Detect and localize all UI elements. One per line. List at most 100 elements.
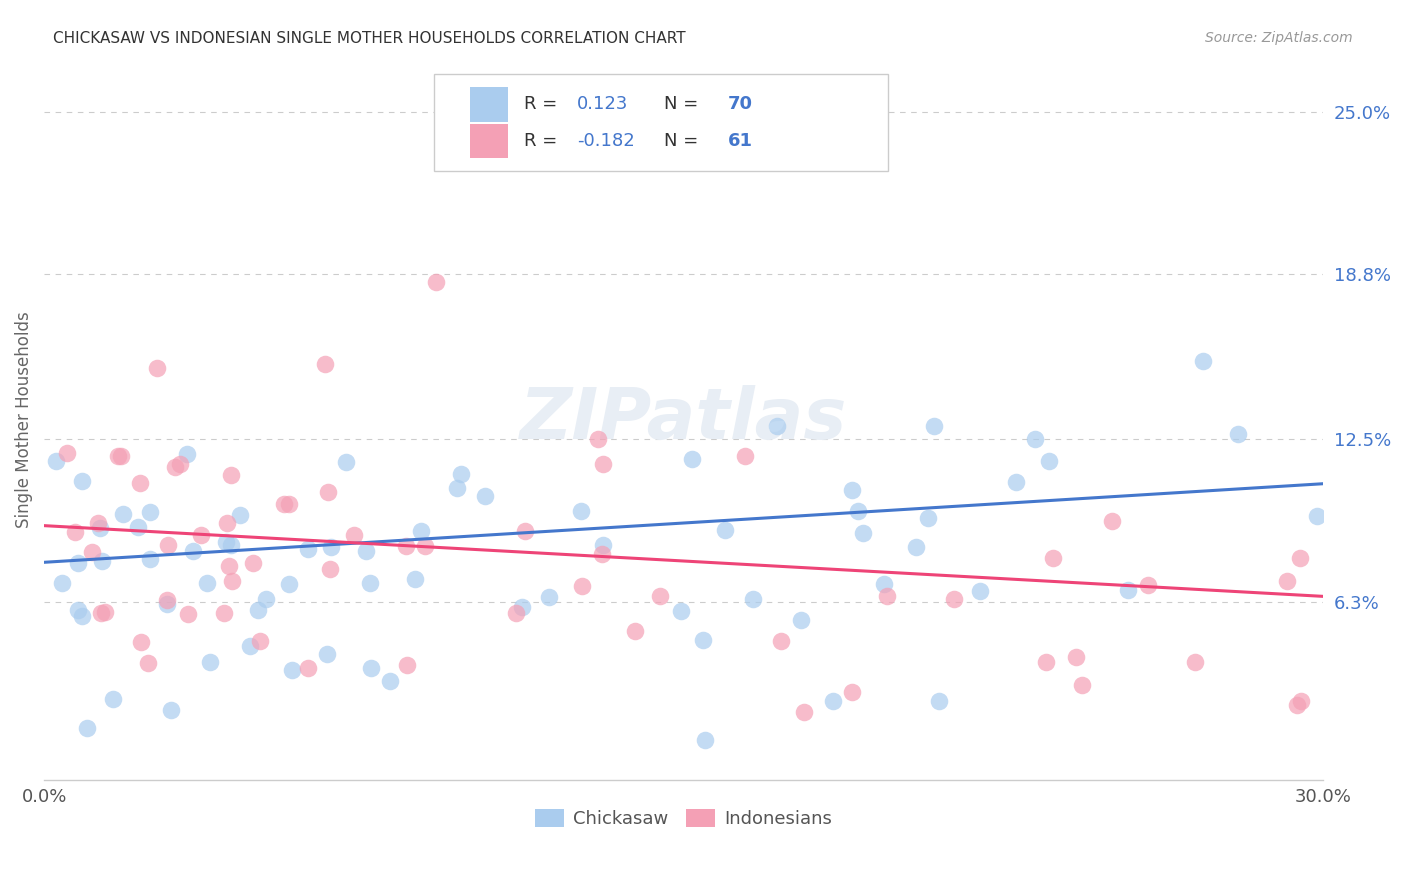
Point <box>692 632 714 647</box>
Point <box>72 474 94 488</box>
Point <box>297 542 319 557</box>
Point <box>505 606 527 620</box>
Point <box>1070 678 1092 692</box>
Point <box>66 602 89 616</box>
Point <box>734 449 756 463</box>
Point <box>316 648 339 662</box>
Point <box>592 538 614 552</box>
Point <box>1101 514 1123 528</box>
Y-axis label: Single Mother Households: Single Mother Households <box>15 311 32 528</box>
Text: 0.123: 0.123 <box>578 95 628 113</box>
Point <box>314 357 336 371</box>
Point <box>212 606 235 620</box>
Point <box>841 684 863 698</box>
Point <box>89 520 111 534</box>
Point <box>316 485 339 500</box>
Point <box>1038 454 1060 468</box>
Point <box>190 528 212 542</box>
Point <box>671 604 693 618</box>
Point <box>359 575 381 590</box>
Point <box>195 575 218 590</box>
Point <box>1277 574 1299 588</box>
Point <box>176 447 198 461</box>
Point <box>1024 433 1046 447</box>
Point <box>138 551 160 566</box>
Point <box>218 559 240 574</box>
Point <box>1042 551 1064 566</box>
Point <box>90 607 112 621</box>
Text: Source: ZipAtlas.com: Source: ZipAtlas.com <box>1205 31 1353 45</box>
Point <box>591 547 613 561</box>
Point <box>111 508 134 522</box>
Point <box>942 592 965 607</box>
Point <box>413 539 436 553</box>
Point <box>177 607 200 621</box>
Point <box>650 589 672 603</box>
Point <box>1066 650 1088 665</box>
Point <box>169 457 191 471</box>
Point <box>55 446 77 460</box>
Point <box>411 524 433 539</box>
Point <box>157 538 180 552</box>
Point <box>474 489 496 503</box>
Point <box>841 483 863 498</box>
Point <box>51 575 73 590</box>
Point <box>446 481 468 495</box>
Point <box>136 656 159 670</box>
Point <box>928 694 950 708</box>
Point <box>129 476 152 491</box>
Point <box>80 545 103 559</box>
Point <box>198 655 221 669</box>
Point <box>221 574 243 589</box>
Text: CHICKASAW VS INDONESIAN SINGLE MOTHER HOUSEHOLDS CORRELATION CHART: CHICKASAW VS INDONESIAN SINGLE MOTHER HO… <box>53 31 686 46</box>
Point <box>127 520 149 534</box>
Point <box>515 524 537 538</box>
Point <box>360 661 382 675</box>
Point <box>681 451 703 466</box>
Point <box>273 497 295 511</box>
Point <box>278 497 301 511</box>
Point <box>1184 655 1206 669</box>
Point <box>571 579 593 593</box>
Point <box>821 694 844 708</box>
Point <box>181 544 204 558</box>
Point <box>904 540 927 554</box>
Point <box>335 455 357 469</box>
Point <box>1136 578 1159 592</box>
Point <box>586 432 609 446</box>
Point <box>969 583 991 598</box>
Point <box>66 556 89 570</box>
Point <box>156 597 179 611</box>
Point <box>852 525 875 540</box>
Point <box>249 634 271 648</box>
Point <box>139 505 162 519</box>
Point <box>872 576 894 591</box>
Text: R =: R = <box>523 95 562 113</box>
Point <box>90 554 112 568</box>
Point <box>1227 426 1250 441</box>
Point <box>163 460 186 475</box>
Point <box>110 449 132 463</box>
Text: N =: N = <box>664 95 704 113</box>
Point <box>789 613 811 627</box>
Text: -0.182: -0.182 <box>578 132 636 150</box>
Point <box>404 572 426 586</box>
Point <box>254 592 277 607</box>
Point <box>569 504 592 518</box>
Point <box>1291 694 1313 708</box>
Point <box>395 657 418 672</box>
Point <box>63 525 86 540</box>
Point <box>70 609 93 624</box>
Legend: Chickasaw, Indonesians: Chickasaw, Indonesians <box>527 802 839 836</box>
Point <box>103 691 125 706</box>
Point <box>242 556 264 570</box>
Point <box>1035 655 1057 669</box>
FancyBboxPatch shape <box>470 123 508 158</box>
Point <box>922 418 945 433</box>
Point <box>94 605 117 619</box>
Point <box>239 639 262 653</box>
Point <box>1289 551 1312 566</box>
Point <box>1005 475 1028 489</box>
Point <box>160 703 183 717</box>
Point <box>247 603 270 617</box>
